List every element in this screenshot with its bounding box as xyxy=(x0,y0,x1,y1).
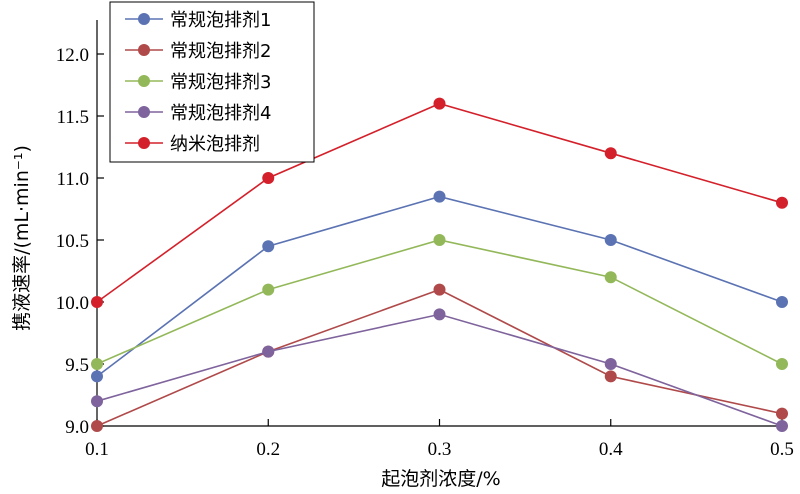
data-point xyxy=(262,283,275,296)
data-point xyxy=(262,345,275,358)
data-point xyxy=(433,283,446,296)
y-tick-label: 12.0 xyxy=(56,45,89,66)
data-point xyxy=(776,296,788,308)
x-tick-label: 0.4 xyxy=(599,439,623,460)
y-tick-label: 10.5 xyxy=(56,231,89,252)
data-point xyxy=(604,358,617,370)
data-point xyxy=(776,196,788,209)
legend-label: 常规泡排剂1 xyxy=(170,10,271,31)
legend-label: 纳米泡排剂 xyxy=(170,134,260,155)
legend-marker xyxy=(138,13,150,25)
data-point xyxy=(433,308,446,321)
legend-label: 常规泡排剂2 xyxy=(170,41,271,62)
series-4 xyxy=(91,308,788,432)
legend-marker xyxy=(138,106,150,118)
legend-label: 常规泡排剂3 xyxy=(170,72,271,93)
data-point xyxy=(433,97,446,110)
x-tick-label: 0.1 xyxy=(85,439,109,460)
y-tick-label: 9.5 xyxy=(65,355,89,376)
x-axis-title: 起泡剂浓度/% xyxy=(381,468,500,490)
y-tick-label: 11.0 xyxy=(56,169,89,190)
series-line xyxy=(96,239,783,365)
series-layer xyxy=(91,97,788,432)
data-point xyxy=(776,407,788,420)
data-point xyxy=(776,358,788,370)
data-point xyxy=(604,147,617,160)
legend-entry: 常规泡排剂4 xyxy=(125,103,271,124)
data-point xyxy=(604,234,617,246)
series-2 xyxy=(91,283,788,432)
data-point xyxy=(262,172,275,184)
data-point xyxy=(433,234,446,246)
y-ticks: 9.0 9.5 10.0 10.5 11.0 11.5 12.0 xyxy=(56,45,104,438)
series-1 xyxy=(91,190,788,383)
series-3 xyxy=(91,234,788,370)
y-tick-label: 9.0 xyxy=(65,417,89,438)
x-tick-label: 0.3 xyxy=(428,439,452,460)
legend-entry: 常规泡排剂1 xyxy=(125,10,271,31)
data-point xyxy=(433,190,446,203)
series-line xyxy=(96,313,783,427)
data-point xyxy=(91,358,103,370)
data-point xyxy=(91,296,103,308)
data-point xyxy=(262,240,275,253)
x-tick-label: 0.5 xyxy=(770,439,794,460)
data-point xyxy=(604,370,617,383)
legend-marker xyxy=(138,137,150,149)
x-ticks: 0.1 0.2 0.3 0.4 0.5 xyxy=(85,419,794,460)
data-point xyxy=(91,395,103,408)
series-5 xyxy=(91,97,788,308)
data-point xyxy=(91,370,103,383)
data-point xyxy=(604,271,617,284)
legend: 常规泡排剂1 常规泡排剂2 常规泡排剂3 常规泡排剂4 纳米泡排剂 xyxy=(109,1,315,163)
legend-entry: 纳米泡排剂 xyxy=(125,134,260,155)
legend-label: 常规泡排剂4 xyxy=(170,103,271,124)
legend-entry: 常规泡排剂2 xyxy=(125,41,271,62)
x-tick-label: 0.2 xyxy=(256,439,280,460)
data-point xyxy=(776,420,788,432)
legend-entry: 常规泡排剂3 xyxy=(125,72,271,93)
y-tick-label: 10.0 xyxy=(56,293,89,314)
legend-marker xyxy=(138,75,150,87)
y-tick-label: 11.5 xyxy=(56,107,89,128)
data-point xyxy=(91,420,103,432)
y-axis-title: 携液速率/(mL·min⁻¹) xyxy=(11,145,33,331)
legend-marker xyxy=(138,44,150,56)
